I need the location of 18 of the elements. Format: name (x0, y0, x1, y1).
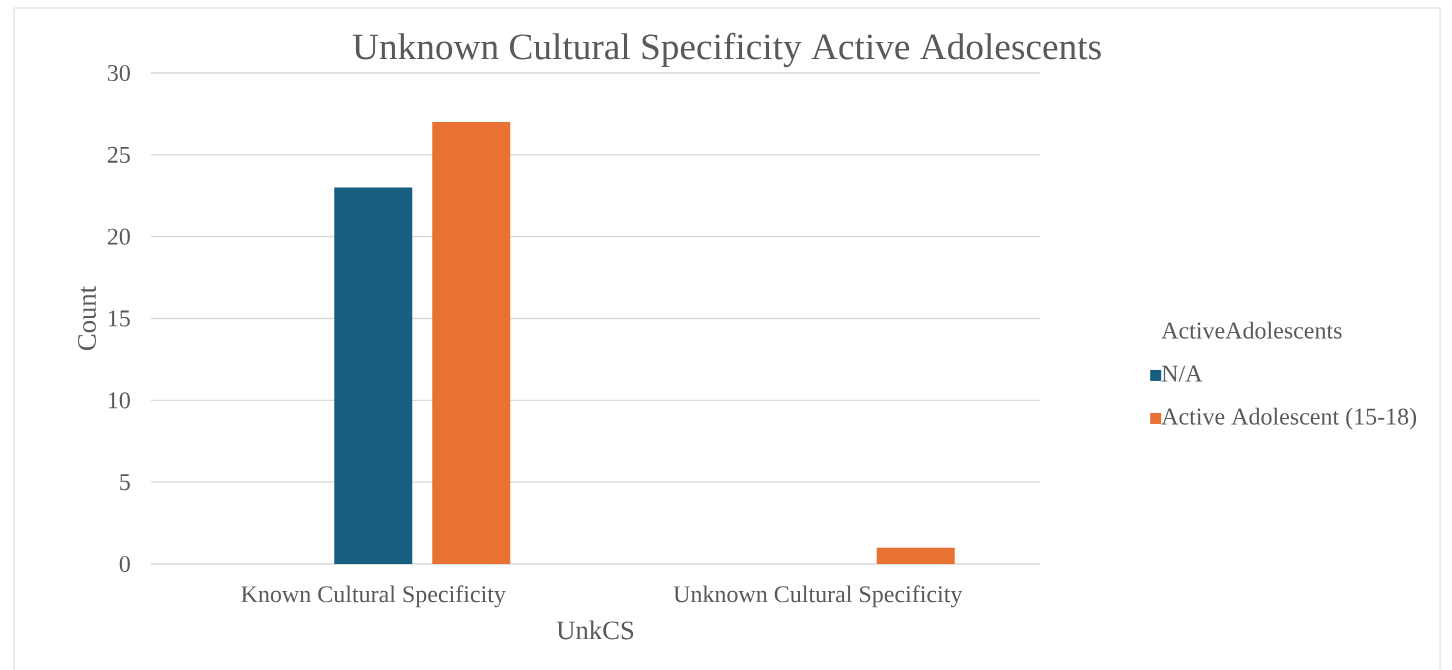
y-tick-label: 20 (107, 228, 130, 245)
y-tick-label: 5 (120, 474, 130, 491)
legend-title: ActiveAdolescents (1161, 321, 1342, 339)
legend-label: N/A (1161, 365, 1203, 382)
chart-title: Unknown Cultural Specificity Active Adolescents (352, 32, 1101, 68)
y-axis-title: Count (78, 286, 96, 351)
x-tick-label: Known Cultural Specificity (241, 585, 506, 608)
y-tick-label: 25 (107, 146, 130, 163)
bar (334, 187, 413, 564)
y-tick-label: 15 (108, 310, 130, 327)
y-tick-label: 0 (119, 555, 130, 573)
x-tick-label: Unknown Cultural Specificity (673, 585, 963, 608)
bar (876, 547, 955, 564)
y-tick-label: 10 (108, 392, 130, 409)
y-tick-label: 30 (107, 64, 130, 82)
x-axis-title: UnkCS (556, 620, 634, 640)
legend-label: Active Adolescent (15-18) (1161, 407, 1417, 430)
bar (432, 122, 511, 564)
